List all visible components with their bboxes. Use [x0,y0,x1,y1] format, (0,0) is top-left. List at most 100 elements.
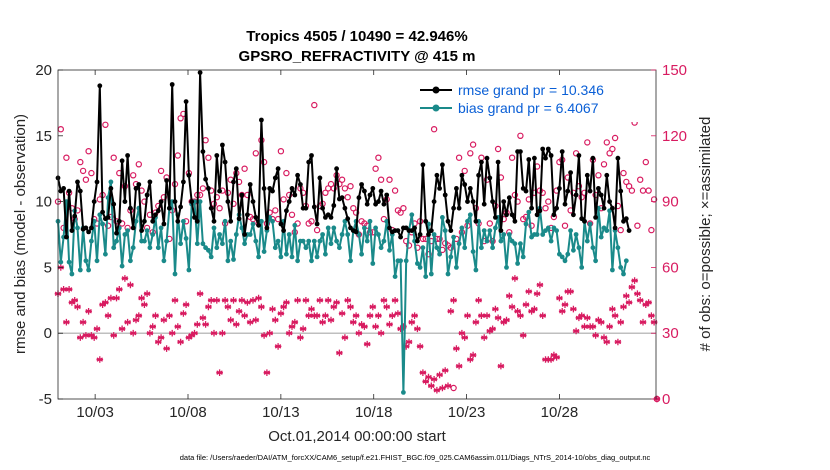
assimilated-obs-point [391,297,399,304]
bias-point [259,218,264,224]
assimilated-obs-point [561,301,569,308]
bias-point [125,228,130,234]
bias-point [442,228,448,234]
rmse-point [119,158,125,164]
bias-point [58,259,64,265]
rmse-point [150,218,156,224]
rmse-point [582,218,587,224]
rmse-point [253,215,259,220]
bias-point [423,274,429,279]
x-tick-label: 10/23 [448,404,486,421]
rmse-point [306,159,312,165]
rmse-point [610,205,615,211]
bias-point [334,238,339,244]
assimilated-obs-point [467,356,474,363]
rmse-point [615,155,621,161]
assimilated-obs-point [389,312,396,319]
assimilated-obs-point [116,286,123,293]
bias-point [387,247,392,253]
assimilated-obs-point [249,297,257,304]
assimilated-obs-point [361,323,368,330]
legend: rmse grand pr = 10.346 bias grand pr = 6… [416,78,652,122]
assimilated-obs-point [428,382,435,390]
assimilated-obs-point [104,312,112,319]
bias-point [337,245,342,251]
assimilated-obs-point [600,334,608,341]
rmse-point [545,146,551,152]
possible-obs-point [135,161,142,168]
rmse-point [100,209,105,215]
assimilated-obs-point [146,329,154,337]
assimilated-obs-point [408,318,416,326]
bias-point [66,259,72,265]
assimilated-obs-point [550,351,558,359]
assimilated-obs-point [414,325,421,333]
assimilated-obs-point [138,294,145,302]
rmse-point [387,225,392,231]
y-tick-label: 20 [35,62,52,79]
possible-obs-point [377,176,385,183]
possible-obs-point [102,121,109,129]
x-tick-label: 10/13 [262,404,300,421]
x-tick-label: 10/08 [169,404,207,421]
bias-point [275,238,281,244]
bias-point [456,241,462,247]
bias-point [610,267,615,273]
assimilated-obs-point [238,297,246,304]
possible-obs-point [104,222,112,229]
rmse-point [423,218,429,224]
assimilated-obs-point [241,312,248,319]
assimilated-obs-point [65,286,73,293]
rmse-point [568,170,573,176]
bias-point [300,238,306,244]
rmse-point [454,186,459,191]
rmse-point [91,199,97,205]
possible-obs-point [63,154,70,161]
rmse-point [231,179,236,185]
possible-obs-point [494,145,502,153]
assimilated-obs-point [77,334,84,341]
rmse-point [342,205,348,211]
assimilated-obs-point [570,305,577,313]
bias-point [545,225,551,231]
rmse-point [311,204,317,210]
assimilated-obs-point [90,334,98,341]
possible-obs-point [648,226,655,234]
assimilated-obs-point [634,290,641,297]
possible-obs-point [347,182,354,190]
y-tick-label: 0 [44,325,52,342]
assimilated-obs-point [110,332,117,339]
rmse-point [284,208,289,214]
rmse-point [476,172,481,178]
bias-point [130,245,136,251]
assimilated-obs-point [107,294,115,302]
possible-obs-point [350,204,357,212]
assimilated-obs-point [631,277,638,284]
assimilated-obs-point [584,314,591,322]
bias-point [470,249,476,255]
rmse-point [398,234,403,240]
assimilated-obs-point [277,310,285,317]
possible-obs-point [277,147,285,155]
rmse-point [440,162,445,168]
assimilated-obs-point [531,305,538,313]
rmse-point [139,228,145,234]
possible-obs-point [308,218,315,225]
possible-obs-point [469,141,477,148]
assimilated-obs-point [595,316,602,324]
bias-point [604,228,610,234]
rmse-point [576,153,582,158]
possible-obs-point [603,139,611,146]
rmse-point [211,218,217,224]
rmse-point [161,221,167,227]
rmse-point [64,234,69,240]
bias-point [108,179,114,185]
bias-point [142,238,147,244]
assimilated-obs-point [450,297,457,304]
assimilated-obs-point [355,329,363,337]
rmse-point [261,186,267,191]
bias-point [571,247,576,253]
rmse-point [233,166,239,172]
rmse-point [543,155,548,161]
rmse-point [359,182,364,187]
